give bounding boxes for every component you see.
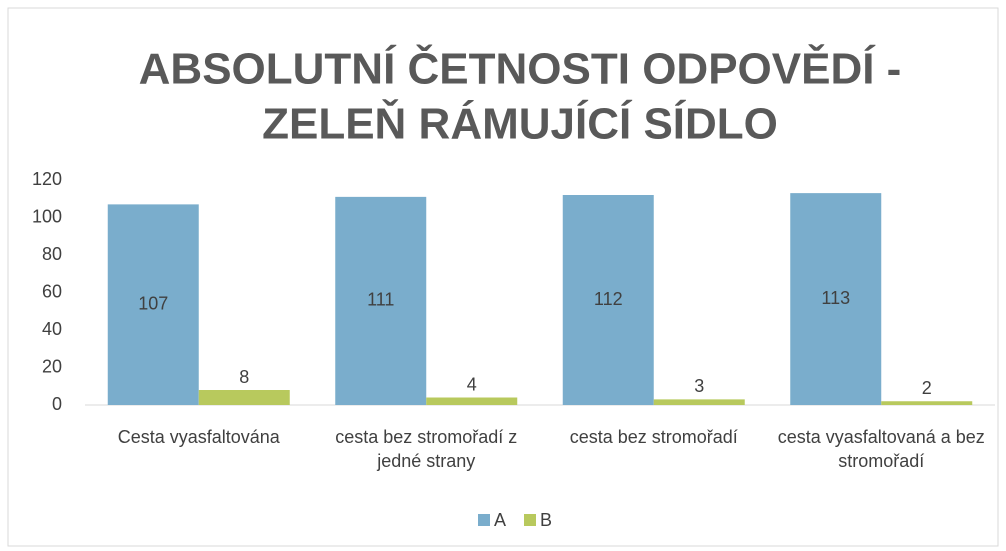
y-tick-label: 80: [42, 244, 62, 264]
x-tick-label: Cesta vyasfaltována: [117, 427, 280, 447]
data-label: 2: [922, 378, 932, 398]
data-label: 4: [467, 374, 477, 394]
data-label: 3: [694, 376, 704, 396]
y-tick-label: 20: [42, 356, 62, 376]
bar: [198, 390, 290, 405]
legend-swatch: [524, 514, 536, 526]
legend-swatch: [478, 514, 490, 526]
x-tick-label: cesta vyasfaltovaná a bez stromořadí: [777, 427, 985, 471]
bar: [881, 401, 973, 405]
bar: [335, 196, 427, 405]
data-label: 107: [138, 293, 168, 313]
y-tick-label: 40: [42, 319, 62, 339]
data-label: 111: [367, 290, 394, 310]
bar: [653, 399, 745, 405]
bar: [562, 195, 654, 405]
x-tick-label: cesta bez stromořadí z jedné strany: [335, 427, 518, 471]
bar: [426, 397, 518, 405]
legend-label: A: [494, 510, 506, 530]
data-label: 113: [821, 288, 850, 308]
bar: [107, 204, 199, 405]
x-tick-label: cesta bez stromořadí: [569, 427, 738, 447]
legend-label: B: [540, 510, 552, 530]
y-tick-label: 100: [32, 206, 62, 226]
data-label: 112: [594, 289, 623, 309]
y-tick-label: 0: [52, 394, 62, 414]
data-label: 8: [239, 367, 249, 387]
bar: [790, 193, 882, 405]
chart-title: ABSOLUTNÍ ČETNOSTI ODPOVĚDÍ -: [139, 43, 902, 94]
y-tick-label: 120: [32, 169, 62, 189]
chart-title: ZELEŇ RÁMUJÍCÍ SÍDLO: [262, 99, 778, 149]
y-tick-label: 60: [42, 281, 62, 301]
